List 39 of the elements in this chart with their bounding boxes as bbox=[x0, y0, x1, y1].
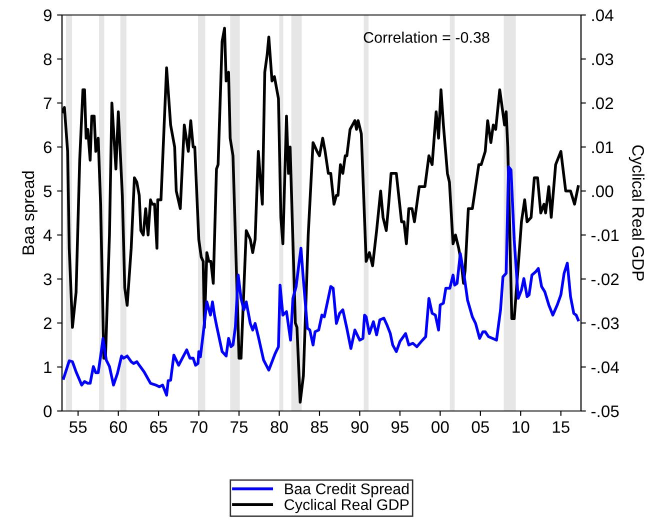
y2-axis-title: Cyclical Real GDP bbox=[628, 145, 644, 281]
y-tick-label: 5 bbox=[44, 186, 52, 198]
y-tick-label: 6 bbox=[44, 141, 52, 154]
x-tick-label: 75 bbox=[230, 421, 248, 433]
y-tick-label: 4 bbox=[43, 230, 52, 242]
x-tick-label: 05 bbox=[472, 421, 489, 433]
x-tick-label: 95 bbox=[391, 421, 409, 433]
x-tick-label: 10 bbox=[512, 421, 530, 433]
y2-tick-label: -.04 bbox=[591, 361, 619, 374]
y2-tick-label: .00 bbox=[592, 185, 614, 198]
x-tick-label: 15 bbox=[552, 421, 570, 433]
x-tick-label: 00 bbox=[432, 421, 449, 433]
annotation: Correlation = -0.38 bbox=[364, 32, 490, 43]
y2-tick-label: .04 bbox=[592, 9, 614, 22]
legend-label: Cyclical Real GDP bbox=[284, 498, 409, 514]
y-tick-label: 0 bbox=[44, 405, 52, 418]
x-tick-label: 85 bbox=[310, 421, 328, 433]
y-tick-label: 7 bbox=[44, 98, 52, 110]
x-tick-label: 80 bbox=[270, 421, 288, 433]
x-tick-label: 70 bbox=[190, 421, 208, 433]
y-tick-label: 3 bbox=[44, 273, 52, 286]
x-tick-label: 55 bbox=[69, 421, 87, 433]
y2-tick-label: .02 bbox=[592, 97, 614, 110]
y-tick-label: 1 bbox=[44, 362, 52, 374]
y2-tick-label: -.05 bbox=[591, 405, 619, 418]
line-series bbox=[62, 165, 580, 397]
y-tick-label: 9 bbox=[44, 9, 52, 22]
y2-tick-label: -.03 bbox=[591, 317, 619, 330]
x-tick-label: 65 bbox=[150, 421, 168, 433]
y-tick-label: 8 bbox=[44, 53, 52, 66]
y-tick-label: 2 bbox=[44, 317, 52, 330]
y2-tick-label: .03 bbox=[592, 53, 614, 66]
x-tick-label: 60 bbox=[110, 421, 127, 433]
y2-tick-label: -.02 bbox=[591, 273, 619, 286]
legend-label: Baa Credit Spread bbox=[285, 483, 409, 498]
y-axis-title: Baa spread bbox=[22, 171, 38, 254]
x-tick-label: 90 bbox=[351, 421, 368, 433]
y2-tick-label: -.01 bbox=[591, 229, 619, 242]
y2-tick-label: .01 bbox=[592, 141, 614, 154]
